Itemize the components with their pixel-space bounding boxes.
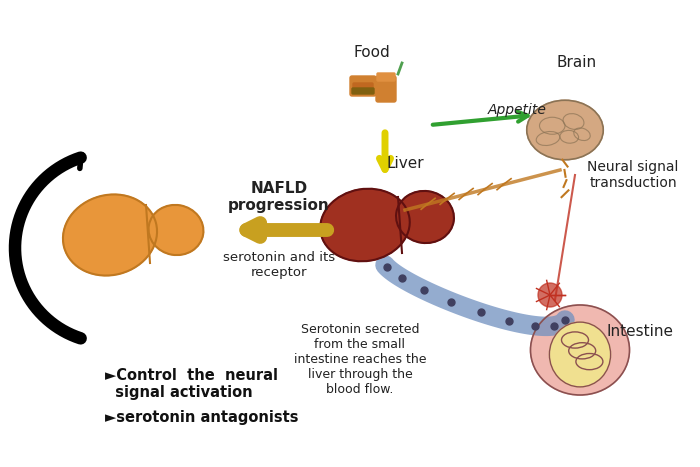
Text: Neural signal
transduction: Neural signal transduction <box>587 160 679 190</box>
Circle shape <box>538 283 562 307</box>
FancyBboxPatch shape <box>377 73 395 81</box>
Ellipse shape <box>396 191 454 243</box>
Ellipse shape <box>148 205 204 255</box>
Ellipse shape <box>526 100 603 160</box>
Text: Liver: Liver <box>386 156 424 170</box>
Text: Appetite: Appetite <box>488 103 547 117</box>
Ellipse shape <box>531 305 629 395</box>
FancyBboxPatch shape <box>353 83 373 91</box>
Text: ►Control  the  neural
  signal activation: ►Control the neural signal activation <box>105 368 278 400</box>
Text: ►serotonin antagonists: ►serotonin antagonists <box>105 410 298 425</box>
FancyBboxPatch shape <box>352 88 374 94</box>
Ellipse shape <box>320 189 410 262</box>
Ellipse shape <box>63 194 157 276</box>
Text: serotonin and its
receptor: serotonin and its receptor <box>223 251 335 279</box>
Ellipse shape <box>550 322 610 387</box>
Text: Serotonin secreted
from the small
intestine reaches the
liver through the
blood : Serotonin secreted from the small intest… <box>294 323 426 396</box>
FancyBboxPatch shape <box>376 76 396 102</box>
Text: Brain: Brain <box>557 55 597 70</box>
Text: Food: Food <box>354 45 391 60</box>
FancyBboxPatch shape <box>350 76 376 96</box>
Text: Intestine: Intestine <box>606 325 673 340</box>
Text: NAFLD
progression: NAFLD progression <box>228 181 330 213</box>
